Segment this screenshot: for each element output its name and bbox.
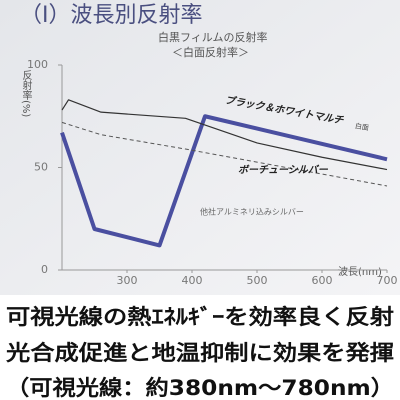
caption: 光合成促進と地温抑制に効果を発揮 [5,341,394,365]
y-tick-label: 100 [27,58,48,71]
caption: （可視光線：約380nm〜780nm） [6,376,394,400]
chart-title: （Ⅰ）波長別反射率 [20,3,203,28]
x-axis-label: 波長(nm) [338,265,382,278]
series-note: 白面 [354,121,369,132]
caption-background [0,295,400,400]
x-tick-label: 700 [377,274,398,287]
series-line [61,99,388,171]
y-axis-label: 反射率(%) [20,70,32,118]
x-tick-label: 500 [247,274,268,287]
series-label: 他社アルミネリ込みシルバー [200,207,304,217]
x-tick-label: 400 [182,274,203,287]
series-line [60,114,388,248]
caption: 可視光線の熱ｴﾈﾙｷﾞｰを効率良く反射 [6,305,394,329]
series-label: ボーチューシルバー [238,164,329,176]
subtitle: ＜白面反射率＞ [172,45,249,59]
y-tick-label: 50 [34,161,48,174]
x-tick-label: 600 [312,274,333,287]
subtitle: 白黒フィルムの反射率 [158,30,268,44]
x-tick-label: 300 [117,274,138,287]
y-tick-label: 0 [41,263,48,276]
